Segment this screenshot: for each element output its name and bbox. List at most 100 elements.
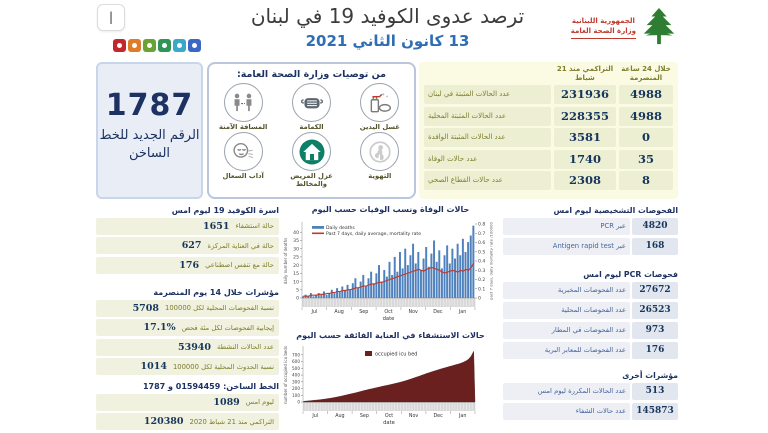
stat-row: نسبة الفحوصات المحلية لكل 100000 5708 <box>96 299 279 317</box>
stat-value: 176 <box>179 259 200 271</box>
value-cumulative: 228355 <box>554 106 616 126</box>
stat-value: 145873 <box>632 402 678 420</box>
deaths-chart-title: حالات الوفاة ونسب الوفيات حسب اليوم <box>311 205 470 214</box>
section-title: اسرة الكوفيد 19 ليوم امس <box>171 206 279 215</box>
stat-row: إيجابية الفحوصات لكل مئة فحص 17.1% <box>96 319 279 336</box>
stat-value: 627 <box>181 240 202 251</box>
svg-text:daily number of deaths: daily number of deaths <box>283 238 288 285</box>
svg-text:30: 30 <box>293 246 299 252</box>
hotline-number: 1787 <box>105 88 194 123</box>
svg-text:0.7: 0.7 <box>478 231 485 237</box>
stat-value: 1651 <box>202 220 230 232</box>
svg-text:date: date <box>383 316 395 322</box>
stat-value: 1014 <box>140 361 167 372</box>
stat-label: عبر PCR <box>503 217 630 235</box>
icu-chart-title: حالات الاستشفاء في العناية الفائقة حسب ا… <box>296 331 485 340</box>
stat-label: عدد الفحوصات في المطار <box>503 321 630 339</box>
stat-label: عدد حالات الشفاء <box>503 402 630 420</box>
svg-text:Jan: Jan <box>458 309 466 315</box>
svg-text:Jan: Jan <box>458 413 466 419</box>
value-24h: 0 <box>619 128 673 147</box>
color-dot-icon[interactable] <box>158 39 171 52</box>
color-dot-icon[interactable] <box>128 39 141 52</box>
color-dot-icon[interactable] <box>113 39 126 52</box>
deaths-chart: حالات الوفاة ونسب الوفيات حسب اليوم 0 5 10… <box>281 205 500 331</box>
section-title: الفحوصات التشخيصية ليوم امس <box>553 206 678 215</box>
col-header-24h: خلال 24 ساعة المنصرمة <box>621 65 671 82</box>
diagnostic-tests-section: الفحوصات التشخيصية ليوم امس 4820 عبر PCR… <box>503 206 678 255</box>
color-dot-icon[interactable] <box>188 39 201 52</box>
stat-value: 176 <box>632 341 678 359</box>
stat-row: 145873 عدد حالات الشفاء <box>503 402 678 420</box>
value-24h: 4988 <box>619 85 673 104</box>
svg-text:Aug: Aug <box>334 309 343 315</box>
hotline-calls-section: الخط الساخن: 01594459 و 1787 ليوم امس 10… <box>96 382 279 430</box>
stat-row: ليوم امس 1089 <box>96 393 279 411</box>
color-dot-icon[interactable] <box>143 39 156 52</box>
svg-text:700: 700 <box>292 352 300 357</box>
icu-chart: حالات الاستشفاء في العناية الفائقة حسب ا… <box>281 331 500 432</box>
table-row: 4988 228355 عدد الحالات المثبتة المحلية <box>424 106 673 126</box>
stat-label: التراكمي منذ 21 شباط 2020 <box>189 417 274 426</box>
svg-text:15: 15 <box>293 271 299 277</box>
stat-label: ليوم امس <box>245 398 274 406</box>
value-24h: 35 <box>619 149 673 169</box>
stat-row: التراكمي منذ 21 شباط 2020 120380 <box>96 413 279 430</box>
svg-text:100: 100 <box>292 393 300 398</box>
table-row: 0 3581 عدد الحالات المثبتة الوافدة <box>424 128 673 147</box>
stat-value: 973 <box>632 321 678 339</box>
row-label: عدد الحالات المثبتة في لبنان <box>424 85 551 104</box>
isolation-icon <box>292 132 332 171</box>
svg-text:Daily deaths: Daily deaths <box>326 225 355 231</box>
mask-icon <box>292 83 332 122</box>
stat-label: عدد الفحوصات للمعابر البرية <box>503 341 630 359</box>
svg-text:5: 5 <box>296 288 299 294</box>
stat-label: حالة في العناية المركزة <box>207 241 274 250</box>
toolbar-button[interactable]: | <box>97 4 125 31</box>
moph-logo: الجمهورية اللبنانية وزارة الصحة العامة <box>548 4 678 50</box>
svg-text:Jul: Jul <box>311 309 318 315</box>
svg-text:0.8: 0.8 <box>478 222 485 228</box>
stat-label: عدد الحالات النشطة <box>217 343 274 351</box>
stat-row: 27672 عدد الفحوصات المخبرية <box>503 281 678 299</box>
svg-text:0: 0 <box>297 400 300 405</box>
value-cumulative: 231936 <box>554 85 616 104</box>
stat-label: نسبة الحدوث المحلية لكل 100000 <box>172 362 274 371</box>
reco-item-safe-distance: المسافة الآمنة <box>209 83 277 131</box>
row-label: عدد حالات الوفاة <box>424 149 551 169</box>
section-title: فحوصات PCR ليوم امس <box>583 270 678 279</box>
reco-item-isolation: عزل المريض والمخالط <box>277 132 345 188</box>
reco-label: الكمامة <box>299 123 324 131</box>
svg-text:number of occupied icu beds: number of occupied icu beds <box>283 346 288 404</box>
stat-label: عدد الفحوصات المحلية <box>503 301 630 319</box>
stat-value: 17.1% <box>143 322 176 333</box>
color-dot-icon[interactable] <box>173 39 186 52</box>
svg-text:0: 0 <box>296 296 299 302</box>
stat-value: 513 <box>632 382 678 400</box>
ventilation-icon <box>360 132 400 171</box>
svg-text:600: 600 <box>292 359 300 364</box>
section-title: مؤشرات خلال 14 يوم المنصرمة <box>153 288 279 297</box>
svg-text:500: 500 <box>292 366 300 371</box>
svg-text:200: 200 <box>292 386 300 391</box>
value-24h: 8 <box>619 171 673 190</box>
recommendations-grid: غسل اليدين الكمامة <box>209 83 414 188</box>
stat-row: 973 عدد الفحوصات في المطار <box>503 321 678 339</box>
summary-table-header: خلال 24 ساعة المنصرمة التراكمي منذ 21 شب… <box>424 65 673 83</box>
logo-line2: وزارة الصحة العامة <box>570 26 636 39</box>
svg-text:0: 0 <box>478 296 481 302</box>
table-row: 8 2308 عدد حالات القطاع الصحي <box>424 171 673 190</box>
stat-row: 4820 عبر PCR <box>503 217 678 235</box>
stat-value: 27672 <box>632 281 678 299</box>
hotline-card: 1787 الرقم الجديد للخط الساخن <box>96 62 203 199</box>
summary-table: خلال 24 ساعة المنصرمة التراكمي منذ 21 شب… <box>419 62 678 199</box>
svg-text:400: 400 <box>292 373 300 378</box>
svg-text:Sep: Sep <box>360 413 369 419</box>
safe-distance-icon <box>223 83 263 122</box>
svg-text:Dec: Dec <box>433 309 443 315</box>
row-label: عدد الحالات المثبتة الوافدة <box>424 128 551 147</box>
svg-text:0.3: 0.3 <box>478 268 485 274</box>
table-row: 4988 231936 عدد الحالات المثبتة في لبنان <box>424 85 673 104</box>
stat-value: 168 <box>632 237 678 255</box>
